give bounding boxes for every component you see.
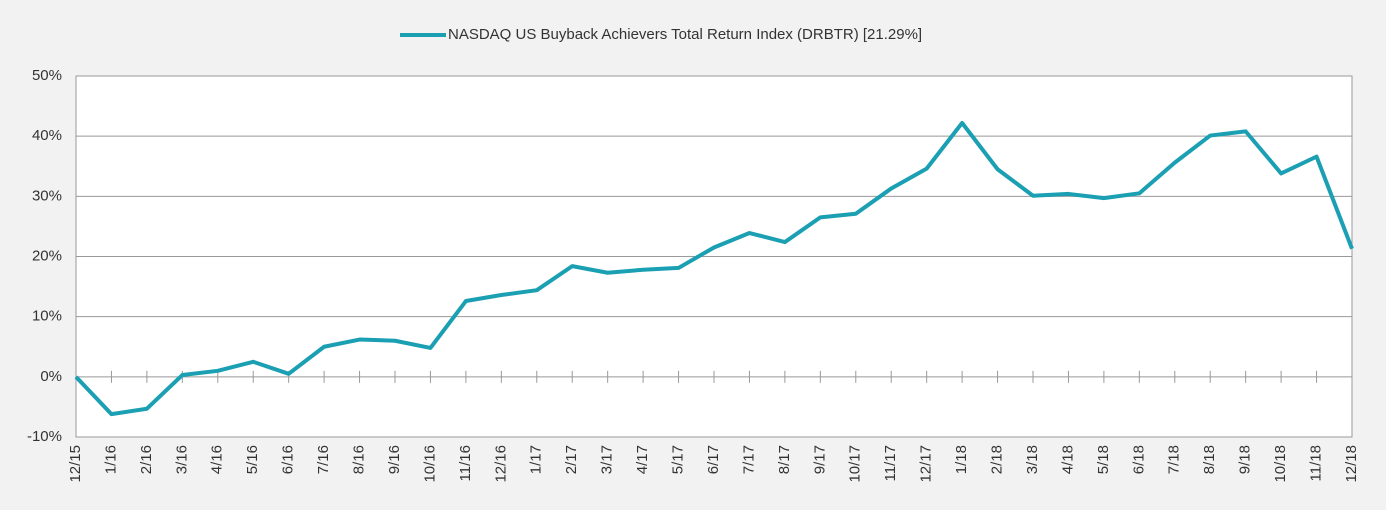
y-tick-label: 40% — [32, 127, 62, 144]
y-tick-label: 50% — [32, 67, 62, 84]
x-tick-label: 3/16 — [173, 445, 190, 474]
x-tick-label: 6/16 — [280, 445, 297, 474]
x-tick-label: 10/16 — [421, 445, 438, 483]
x-tick-label: 4/17 — [634, 445, 651, 474]
x-tick-label: 12/16 — [492, 445, 509, 483]
x-tick-label: 4/18 — [1059, 445, 1076, 474]
y-tick-label: 30% — [32, 187, 62, 204]
legend-label: NASDAQ US Buyback Achievers Total Return… — [448, 26, 922, 43]
x-tick-label: 12/15 — [67, 445, 84, 483]
y-tick-label: 10% — [32, 308, 62, 325]
x-tick-label: 5/17 — [670, 445, 687, 474]
x-tick-label: 11/17 — [882, 445, 899, 481]
x-tick-label: 4/16 — [209, 445, 226, 474]
x-tick-label: 11/18 — [1308, 445, 1325, 481]
x-tick-label: 11/16 — [457, 445, 474, 481]
x-tick-label: 12/17 — [918, 445, 935, 483]
x-tick-label: 3/17 — [599, 445, 616, 474]
x-tick-label: 1/18 — [953, 445, 970, 474]
x-tick-label: 3/18 — [1024, 445, 1041, 474]
x-tick-label: 2/16 — [138, 445, 155, 474]
y-tick-label: 0% — [40, 368, 62, 385]
y-tick-label: -10% — [27, 428, 62, 445]
y-tick-label: 20% — [32, 247, 62, 264]
x-tick-label: 8/16 — [351, 445, 368, 474]
x-tick-label: 5/16 — [244, 445, 261, 474]
x-tick-label: 7/18 — [1166, 445, 1183, 474]
x-tick-label: 1/17 — [528, 445, 545, 474]
x-tick-label: 9/18 — [1237, 445, 1254, 474]
x-tick-label: 5/18 — [1095, 445, 1112, 474]
x-tick-label: 6/17 — [705, 445, 722, 474]
x-tick-label: 7/17 — [740, 445, 757, 474]
x-tick-label: 8/17 — [776, 445, 793, 474]
x-tick-label: 9/17 — [811, 445, 828, 474]
x-tick-label: 2/17 — [563, 445, 580, 474]
x-tick-label: 8/18 — [1201, 445, 1218, 474]
x-tick-label: 10/17 — [847, 445, 864, 483]
x-tick-label: 12/18 — [1343, 445, 1360, 483]
line-series — [74, 120, 1354, 417]
x-tick-label: 7/16 — [315, 445, 332, 474]
x-tick-label: 9/16 — [386, 445, 403, 474]
x-tick-label: 10/18 — [1272, 445, 1289, 483]
x-tick-label: 6/18 — [1130, 445, 1147, 474]
x-tick-label: 2/18 — [989, 445, 1006, 474]
x-tick-label: 1/16 — [102, 445, 119, 474]
